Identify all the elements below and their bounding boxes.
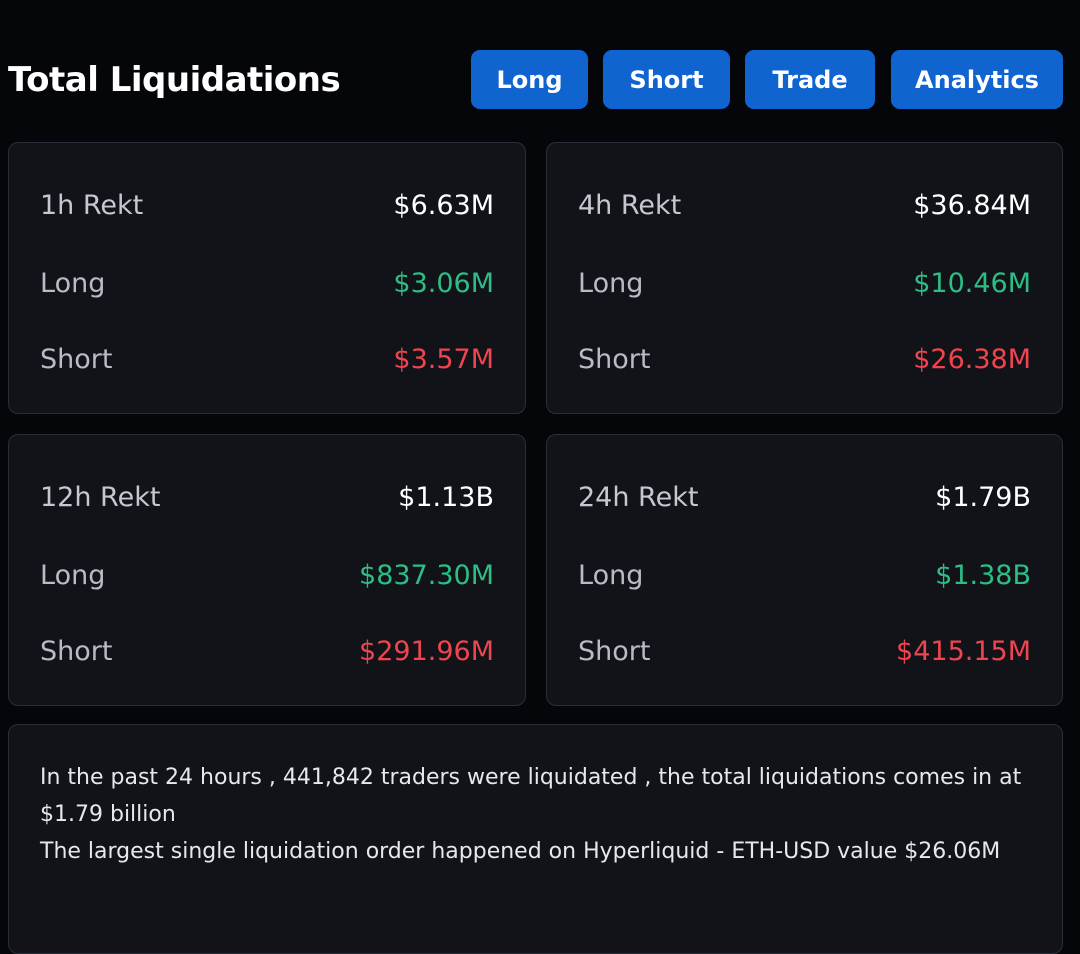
long-label: Long xyxy=(578,559,644,591)
short-value: $415.15M xyxy=(896,635,1031,667)
short-label: Short xyxy=(578,635,651,667)
short-row: Short $3.57M xyxy=(40,341,494,377)
summary-text: In the past 24 hours , 441,842 traders w… xyxy=(40,759,1030,870)
card-1h-rekt: 1h Rekt $6.63M Long $3.06M Short $3.57M xyxy=(8,142,526,414)
rekt-total-row: 4h Rekt $36.84M xyxy=(578,187,1031,223)
short-value: $291.96M xyxy=(359,635,494,667)
long-label: Long xyxy=(40,559,106,591)
short-label: Short xyxy=(578,343,651,375)
long-row: Long $3.06M xyxy=(40,265,494,301)
card-4h-rekt: 4h Rekt $36.84M Long $10.46M Short $26.3… xyxy=(546,142,1063,414)
trade-button[interactable]: Trade xyxy=(745,50,875,109)
short-row: Short $415.15M xyxy=(578,633,1031,669)
long-label: Long xyxy=(578,267,644,299)
long-value: $837.30M xyxy=(359,559,494,591)
card-title: 24h Rekt xyxy=(578,481,699,513)
long-value: $1.38B xyxy=(935,559,1031,591)
long-label: Long xyxy=(40,267,106,299)
long-value: $3.06M xyxy=(393,267,494,299)
long-value: $10.46M xyxy=(913,267,1031,299)
analytics-button[interactable]: Analytics xyxy=(891,50,1063,109)
long-row: Long $10.46M xyxy=(578,265,1031,301)
short-value: $26.38M xyxy=(913,343,1031,375)
card-24h-rekt: 24h Rekt $1.79B Long $1.38B Short $415.1… xyxy=(546,434,1063,706)
rekt-total-row: 24h Rekt $1.79B xyxy=(578,479,1031,515)
card-title: 1h Rekt xyxy=(40,189,144,221)
long-button[interactable]: Long xyxy=(471,50,588,109)
total-value: $1.79B xyxy=(935,481,1031,513)
summary-line-total: In the past 24 hours , 441,842 traders w… xyxy=(40,765,1022,827)
total-value: $1.13B xyxy=(398,481,494,513)
summary-line-largest-order: The largest single liquidation order hap… xyxy=(40,839,1001,864)
short-row: Short $291.96M xyxy=(40,633,494,669)
card-title: 12h Rekt xyxy=(40,481,161,513)
rekt-total-row: 1h Rekt $6.63M xyxy=(40,187,494,223)
card-title: 4h Rekt xyxy=(578,189,682,221)
short-label: Short xyxy=(40,343,113,375)
card-12h-rekt: 12h Rekt $1.13B Long $837.30M Short $291… xyxy=(8,434,526,706)
total-value: $36.84M xyxy=(913,189,1031,221)
long-row: Long $837.30M xyxy=(40,557,494,593)
rekt-total-row: 12h Rekt $1.13B xyxy=(40,479,494,515)
short-value: $3.57M xyxy=(393,343,494,375)
page-title: Total Liquidations xyxy=(8,60,341,100)
header: Total Liquidations Long Short Trade Anal… xyxy=(0,50,1080,110)
short-row: Short $26.38M xyxy=(578,341,1031,377)
total-value: $6.63M xyxy=(393,189,494,221)
summary-panel: In the past 24 hours , 441,842 traders w… xyxy=(8,724,1063,954)
long-row: Long $1.38B xyxy=(578,557,1031,593)
short-label: Short xyxy=(40,635,113,667)
short-button[interactable]: Short xyxy=(603,50,730,109)
